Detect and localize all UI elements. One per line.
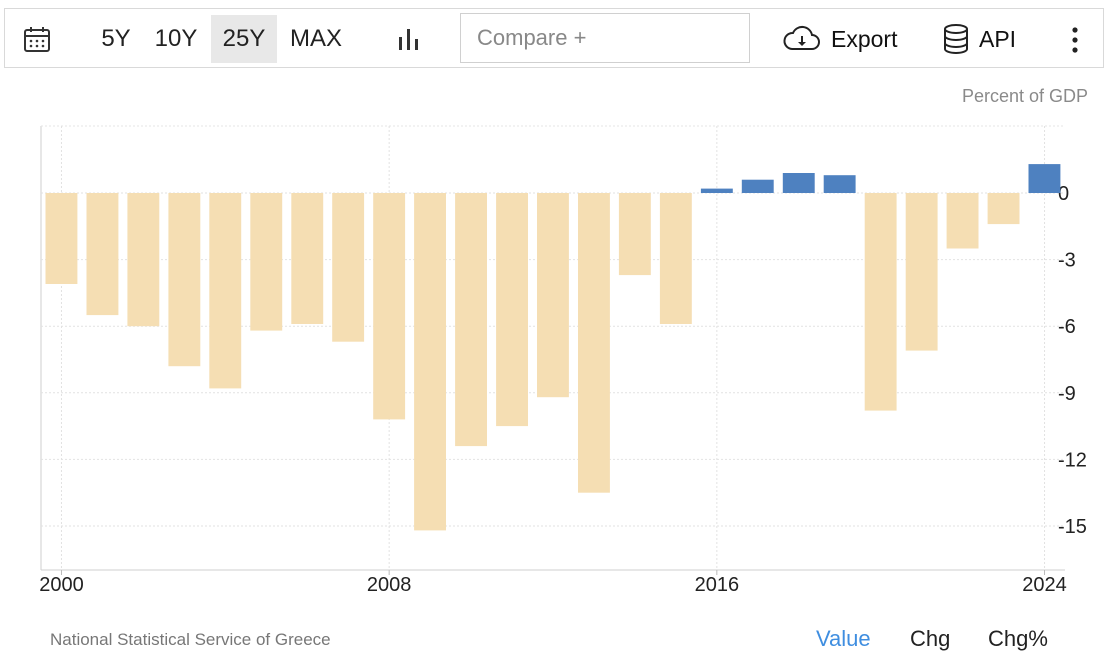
x-tick-label: 2016 [695,574,740,596]
bar-2002 [127,193,160,327]
bar-2013 [578,193,610,493]
bar-2012 [537,193,569,398]
bar-chart-type-icon[interactable] [395,25,423,53]
export-label: Export [831,25,898,52]
bar-2001 [86,193,119,316]
database-icon [944,24,968,54]
range-25y-button[interactable]: 25Y [211,15,277,63]
tab-chg[interactable]: Chg [910,626,951,651]
chart-toolbar: 5Y 10Y 25Y MAX Export API [4,8,1104,68]
x-tick-label: 2000 [39,574,84,596]
unit-label: Percent of GDP [961,86,1088,106]
bar-2009 [414,193,446,531]
y-tick-label: -3 [1058,250,1076,272]
bar-2024 [1028,164,1061,193]
bar-2019 [823,175,856,193]
compare-input[interactable] [460,13,750,63]
bar-2003 [168,193,201,367]
tab-chg-pct[interactable]: Chg% [988,626,1048,651]
x-tick-label: 2024 [1022,574,1067,596]
bar-2007 [332,193,365,342]
bar-chart: 0 -3 -6 -9 -12 -15 2000 2008 2016 2024 [39,125,1087,596]
more-options-icon[interactable] [1063,23,1087,57]
cloud-download-icon [783,25,820,50]
data-source: National Statistical Service of Greece [50,630,331,649]
bar-2014 [618,193,651,276]
y-tick-label: -6 [1058,316,1076,338]
api-button[interactable]: API [943,15,1016,63]
api-label: API [979,25,1017,52]
y-tick-label: -12 [1058,449,1087,471]
bar-2005 [250,193,283,331]
calendar-icon[interactable] [23,25,51,53]
bar-2020 [864,193,897,411]
y-tick-label: 0 [1058,183,1069,205]
tab-value[interactable]: Value [816,626,871,651]
bar-2023 [987,193,1020,225]
bar-2011 [496,193,528,427]
bar-2000 [45,193,78,284]
x-tick-label: 2008 [367,574,412,596]
y-tick-label: -9 [1058,383,1076,405]
range-5y-button[interactable]: 5Y [101,25,131,52]
export-button[interactable]: Export [783,15,897,63]
range-max-button[interactable]: MAX [289,25,342,52]
bar-2010 [455,193,487,447]
bar-2015 [659,193,692,324]
y-tick-label: -15 [1058,516,1087,538]
bar-2006 [291,193,324,324]
bar-2008 [373,193,406,420]
bar-2021 [905,193,938,351]
range-10y-button[interactable]: 10Y [154,25,198,52]
bar-2017 [741,179,774,193]
bar-2016 [700,188,733,193]
bar-2018 [782,173,815,193]
bar-2022 [946,193,979,249]
bar-2004 [209,193,242,389]
